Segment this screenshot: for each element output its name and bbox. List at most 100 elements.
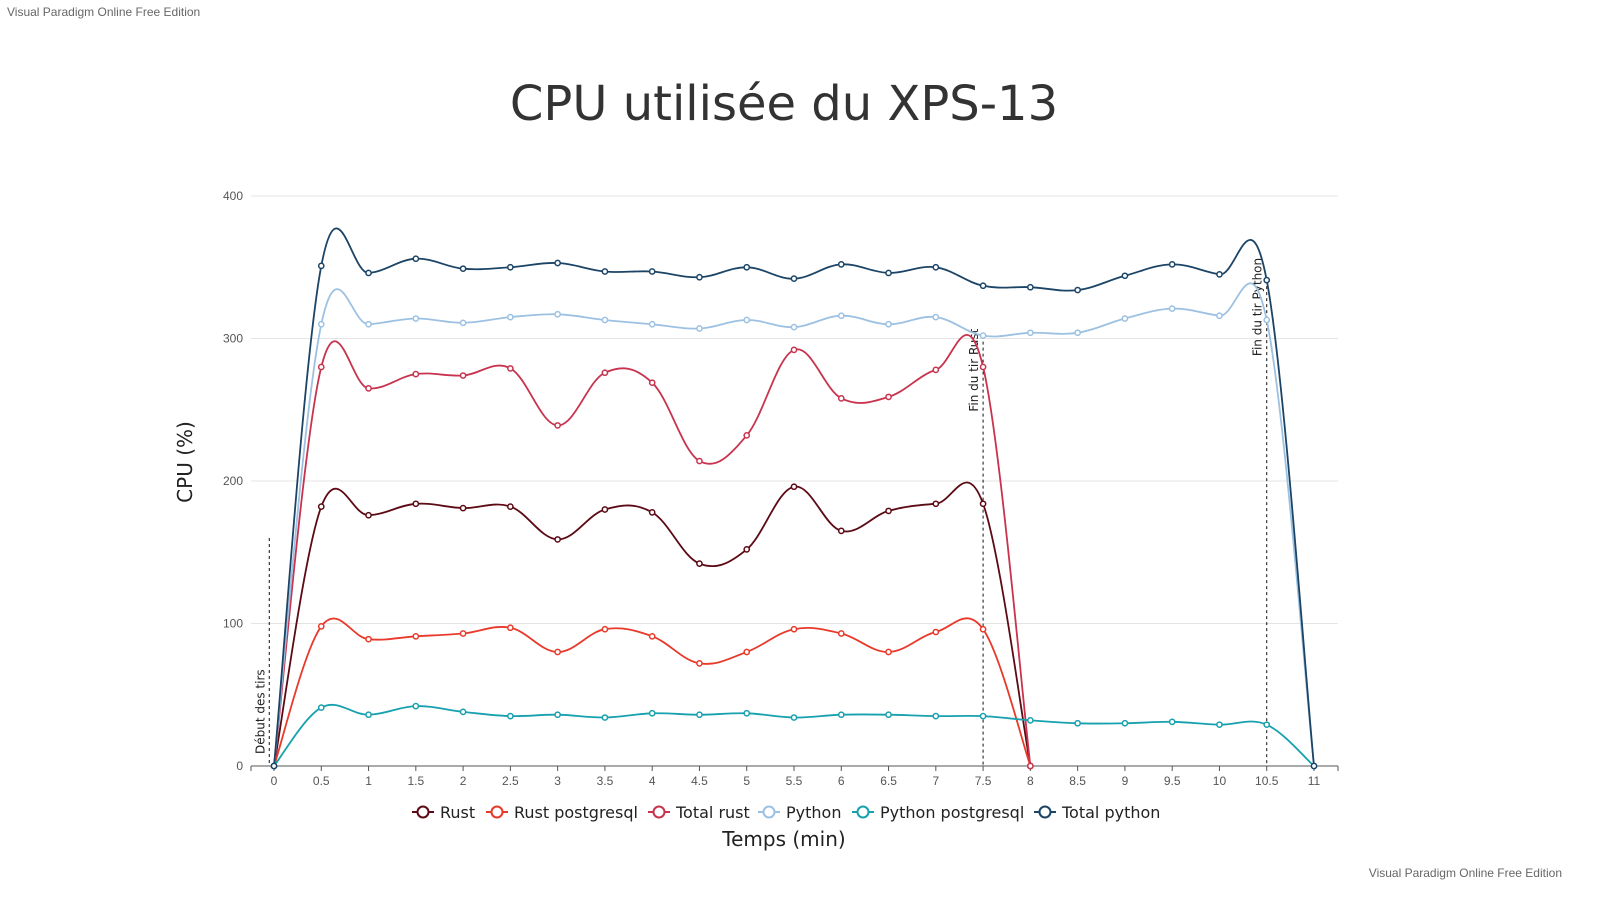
legend-item[interactable]: Rust (412, 803, 475, 822)
data-point[interactable] (317, 704, 325, 711)
data-point[interactable] (1168, 261, 1176, 268)
data-point[interactable] (1310, 762, 1318, 770)
data-point[interactable] (1168, 718, 1176, 726)
data-point[interactable] (459, 372, 467, 379)
data-point[interactable] (459, 630, 467, 637)
data-point[interactable] (837, 261, 845, 268)
data-point[interactable] (317, 623, 325, 630)
data-point[interactable] (1074, 329, 1081, 337)
data-point[interactable] (743, 648, 751, 656)
data-point[interactable] (1027, 762, 1034, 770)
data-point[interactable] (979, 282, 987, 290)
data-point[interactable] (648, 379, 656, 387)
data-point[interactable] (1027, 717, 1034, 724)
data-point[interactable] (790, 323, 798, 331)
data-point[interactable] (412, 370, 420, 378)
data-point[interactable] (743, 546, 751, 553)
data-point[interactable] (412, 632, 420, 640)
data-point[interactable] (1216, 271, 1223, 278)
data-point[interactable] (837, 630, 845, 637)
data-point[interactable] (837, 711, 845, 719)
data-point[interactable] (979, 625, 987, 633)
data-point[interactable] (696, 273, 703, 281)
data-point[interactable] (554, 536, 561, 543)
data-point[interactable] (837, 312, 845, 320)
data-point[interactable] (601, 625, 609, 633)
data-point[interactable] (648, 709, 656, 717)
data-point[interactable] (554, 711, 561, 719)
data-point[interactable] (317, 262, 325, 270)
data-point[interactable] (601, 714, 609, 721)
data-point[interactable] (459, 265, 467, 273)
data-point[interactable] (554, 259, 561, 267)
data-point[interactable] (601, 369, 609, 377)
data-point[interactable] (837, 395, 845, 402)
data-point[interactable] (507, 313, 514, 321)
data-point[interactable] (601, 506, 609, 513)
data-point[interactable] (554, 648, 561, 656)
data-point[interactable] (885, 507, 892, 515)
data-point[interactable] (743, 432, 751, 439)
data-point[interactable] (648, 268, 656, 275)
data-point[interactable] (979, 332, 987, 339)
data-point[interactable] (1121, 719, 1129, 727)
legend-item[interactable]: Rust postgresql (486, 803, 638, 822)
data-point[interactable] (601, 316, 609, 324)
data-point[interactable] (507, 712, 514, 720)
data-point[interactable] (601, 268, 609, 275)
data-point[interactable] (1263, 276, 1271, 284)
data-point[interactable] (1027, 283, 1034, 291)
legend-item[interactable]: Total python (1034, 803, 1160, 822)
data-point[interactable] (554, 422, 561, 429)
data-point[interactable] (317, 320, 325, 328)
data-point[interactable] (459, 504, 467, 512)
data-point[interactable] (1121, 272, 1129, 280)
data-point[interactable] (1263, 721, 1271, 729)
data-point[interactable] (1168, 305, 1176, 312)
data-point[interactable] (365, 711, 372, 719)
data-point[interactable] (743, 316, 751, 324)
data-point[interactable] (1074, 286, 1081, 294)
legend-item[interactable]: Python postgresql (852, 803, 1024, 822)
data-point[interactable] (365, 385, 372, 392)
data-point[interactable] (696, 711, 703, 719)
data-point[interactable] (837, 527, 845, 535)
data-point[interactable] (270, 762, 278, 770)
data-point[interactable] (648, 320, 656, 328)
legend-item[interactable]: Total rust (648, 803, 750, 822)
data-point[interactable] (412, 315, 420, 322)
data-point[interactable] (932, 366, 940, 374)
data-point[interactable] (1263, 316, 1271, 324)
data-point[interactable] (459, 319, 467, 327)
data-point[interactable] (743, 709, 751, 717)
data-point[interactable] (507, 624, 514, 632)
data-point[interactable] (696, 560, 703, 568)
data-point[interactable] (507, 263, 514, 271)
data-point[interactable] (648, 632, 656, 640)
data-point[interactable] (696, 457, 703, 465)
data-point[interactable] (459, 708, 467, 716)
data-point[interactable] (932, 313, 940, 321)
data-point[interactable] (790, 346, 798, 354)
data-point[interactable] (317, 503, 325, 510)
data-point[interactable] (1121, 315, 1129, 322)
data-point[interactable] (790, 625, 798, 633)
data-point[interactable] (648, 508, 656, 516)
data-point[interactable] (932, 712, 940, 720)
data-point[interactable] (317, 363, 325, 371)
data-point[interactable] (1074, 719, 1081, 727)
data-point[interactable] (932, 500, 940, 508)
data-point[interactable] (412, 702, 420, 710)
data-point[interactable] (412, 255, 420, 263)
data-point[interactable] (554, 310, 561, 318)
data-point[interactable] (790, 275, 798, 282)
data-point[interactable] (507, 503, 514, 510)
data-point[interactable] (885, 648, 892, 656)
data-point[interactable] (365, 320, 372, 328)
data-point[interactable] (743, 263, 751, 271)
data-point[interactable] (979, 363, 987, 371)
legend-item[interactable]: Python (758, 803, 841, 822)
data-point[interactable] (696, 660, 703, 667)
data-point[interactable] (365, 511, 372, 519)
data-point[interactable] (365, 269, 372, 277)
